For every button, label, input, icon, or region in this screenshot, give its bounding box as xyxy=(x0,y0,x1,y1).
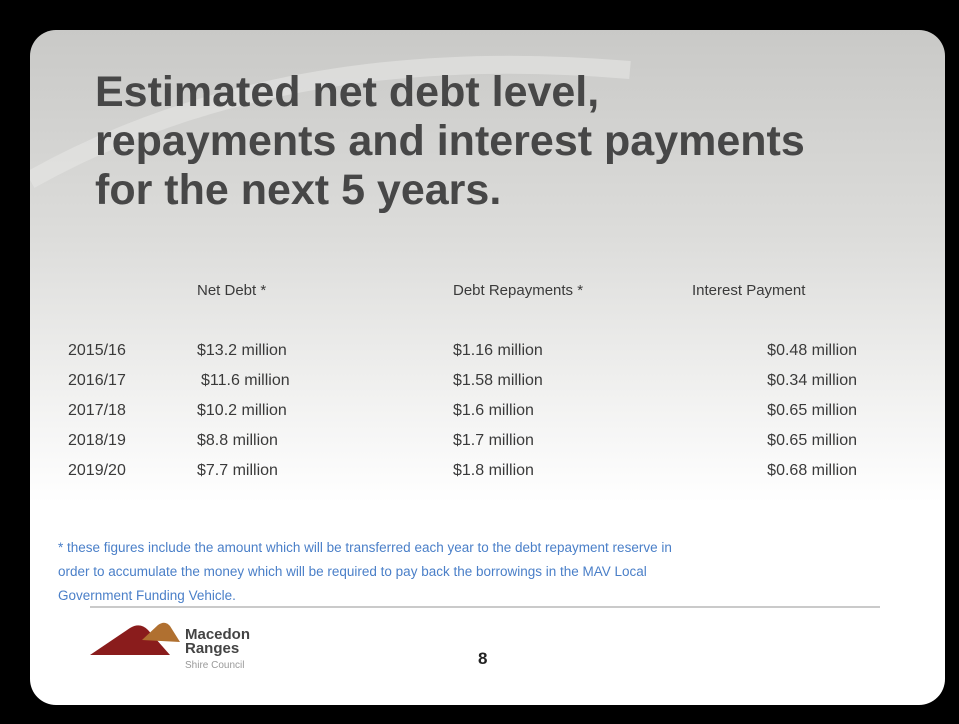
year: 2019/20 xyxy=(68,462,126,479)
year: 2017/18 xyxy=(68,402,126,419)
year: 2016/17 xyxy=(68,372,126,389)
interest-payment: $0.48 million xyxy=(767,342,857,359)
title-line: repayments and interest payments xyxy=(95,117,805,165)
debt-repayment: $1.6 million xyxy=(453,402,534,419)
debt-repayment: $1.8 million xyxy=(453,462,534,479)
net-debt: $13.2 million xyxy=(197,342,287,359)
footnote-line: Government Funding Vehicle. xyxy=(58,588,236,603)
title-line: for the next 5 years. xyxy=(95,166,502,214)
net-debt: $11.6 million xyxy=(201,372,290,389)
debt-repayment: $1.7 million xyxy=(453,432,534,449)
interest-payment: $0.34 million xyxy=(767,372,857,389)
column-header: Interest Payment xyxy=(692,282,806,299)
decor xyxy=(30,55,880,655)
net-debt: $10.2 million xyxy=(197,402,287,419)
column-header: Debt Repayments * xyxy=(453,282,584,299)
net-debt: $8.8 million xyxy=(197,432,278,449)
logo-name: Ranges xyxy=(185,640,240,657)
logo-subtitle: Shire Council xyxy=(185,660,245,671)
net-debt: $7.7 million xyxy=(197,462,278,479)
interest-payment: $0.65 million xyxy=(767,402,857,419)
column-header: Net Debt * xyxy=(197,282,267,299)
title-line: Estimated net debt level, xyxy=(95,68,600,116)
year: 2018/19 xyxy=(68,432,126,449)
interest-payment: $0.65 million xyxy=(767,432,857,449)
logo-name: Macedon xyxy=(185,626,251,643)
page-number: 8 xyxy=(478,649,488,668)
debt-repayment: $1.58 million xyxy=(453,372,543,389)
footnote-line: order to accumulate the money which will… xyxy=(58,564,647,579)
interest-payment: $0.68 million xyxy=(767,462,857,479)
year: 2015/16 xyxy=(68,342,126,359)
slide: Estimated net debt level, repayments and … xyxy=(30,30,945,705)
footnote-line: * these figures include the amount which… xyxy=(58,540,672,555)
debt-repayment: $1.16 million xyxy=(453,342,543,359)
